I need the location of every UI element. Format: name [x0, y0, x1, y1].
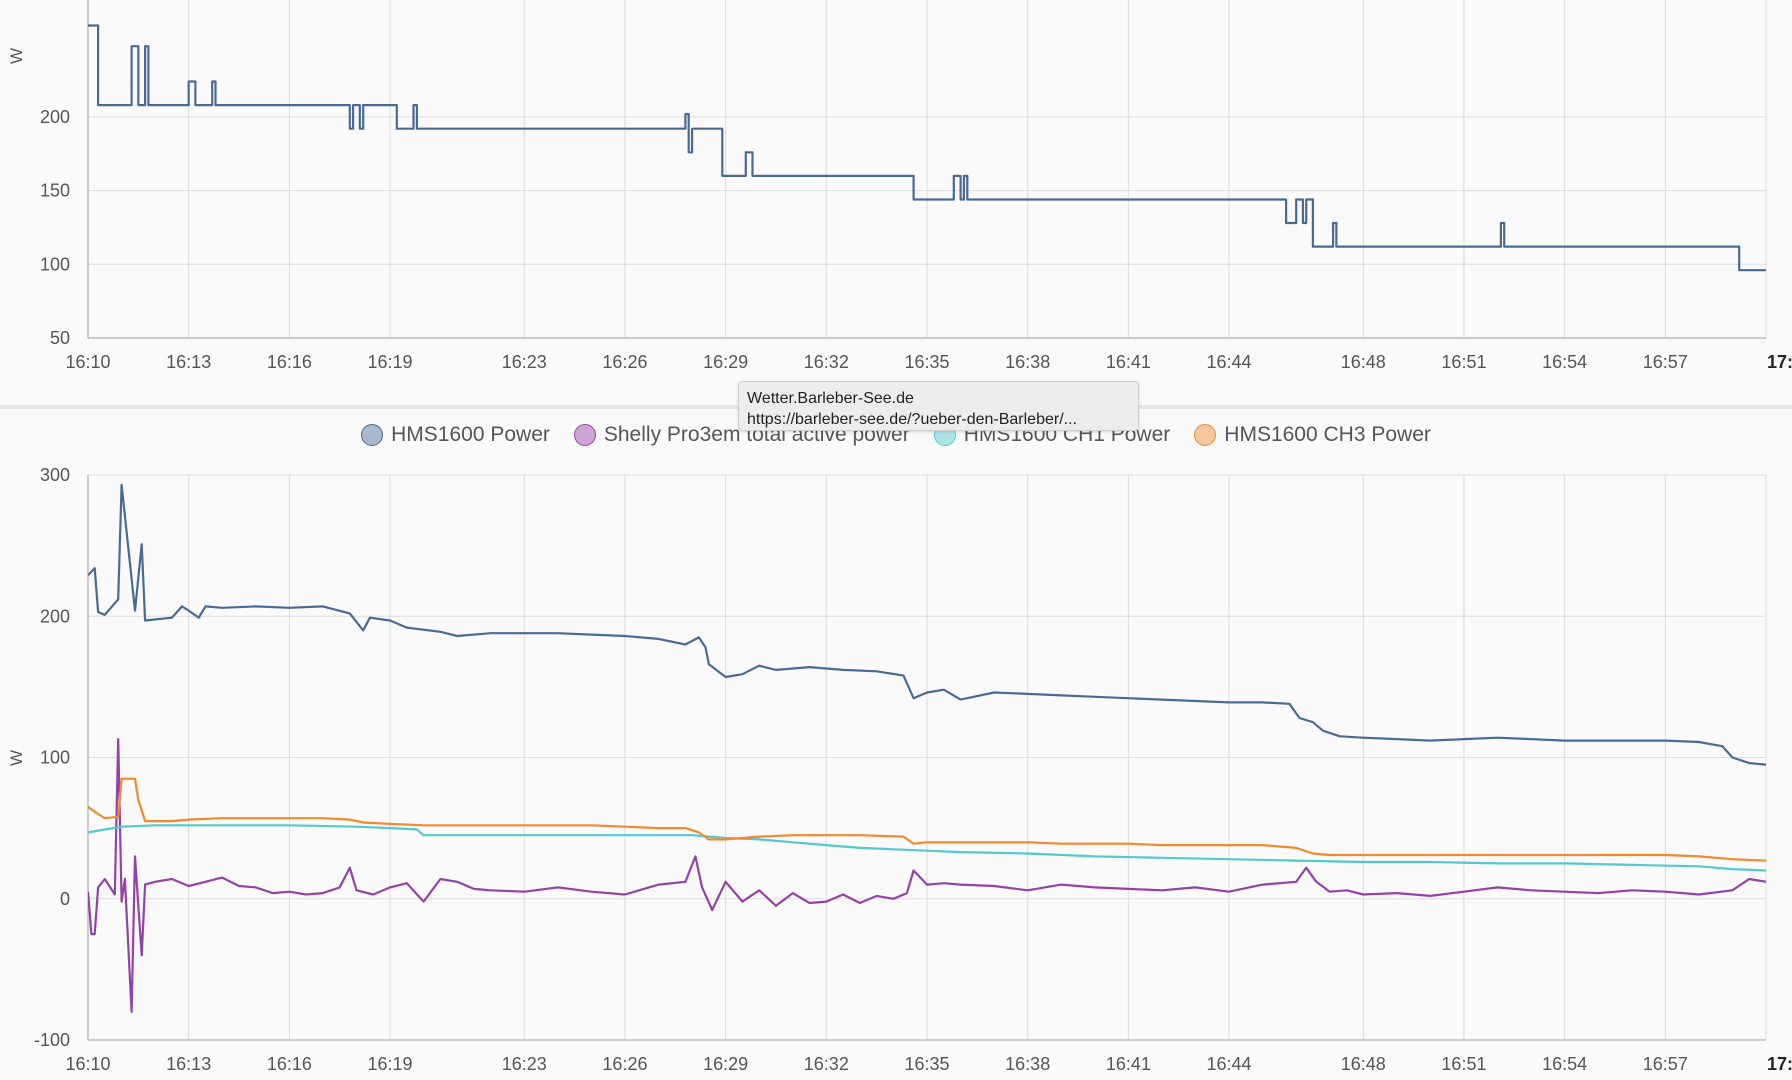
- y-tick-label: 50: [50, 328, 70, 348]
- x-tick-label: 16:26: [602, 1054, 647, 1074]
- legend-swatch-hms1600-ch3: [1194, 424, 1217, 446]
- x-tick-label: 16:32: [804, 1054, 849, 1074]
- series-line-hms1600-ch3-power[interactable]: [88, 777, 1766, 862]
- y-tick-label: 100: [40, 748, 70, 768]
- y-tick-label: 100: [40, 254, 70, 274]
- x-tick-label: 16:23: [502, 352, 547, 372]
- x-tick-label: 16:16: [267, 1054, 312, 1074]
- x-tick-label: 16:41: [1106, 1054, 1151, 1074]
- series-group: [88, 483, 1766, 1013]
- y-tick-label: 200: [40, 107, 70, 127]
- x-tick-label: 16:10: [65, 352, 110, 372]
- x-tick-label: 16:35: [904, 1054, 949, 1074]
- bottom-power-chart: 16:10 16:13 16:16 16:19 16:23 16:26 16:29 16:32…: [7, 465, 1792, 1074]
- x-tick-label: 16:57: [1643, 352, 1688, 372]
- legend-swatch-hms1600-power: [361, 424, 384, 446]
- x-tick-label: 16:23: [502, 1054, 547, 1074]
- legend-item-hms1600-power[interactable]: HMS1600 Power: [361, 423, 550, 447]
- legend-item-hms1600-ch3[interactable]: HMS1600 CH3 Power: [1194, 423, 1431, 447]
- series-line-hms1600-ch1-power[interactable]: [88, 824, 1766, 872]
- x-tick-label: 16:57: [1643, 1054, 1688, 1074]
- tooltip-title: Wetter.Barleber-See.de: [747, 390, 914, 407]
- x-tick-label: 16:48: [1341, 352, 1386, 372]
- x-tick-label: 16:35: [904, 352, 949, 372]
- x-tick-label: 16:29: [703, 352, 748, 372]
- x-tick-label: 16:10: [65, 1054, 110, 1074]
- x-tick-label: 16:51: [1441, 1054, 1486, 1074]
- y-tick-label: 200: [40, 606, 70, 626]
- x-tick-label: 16:44: [1207, 352, 1252, 372]
- series-line-hms1600-power[interactable]: [88, 483, 1766, 766]
- x-tick-label: 16:13: [166, 1054, 211, 1074]
- x-tick-label: 16:19: [368, 1054, 413, 1074]
- y-tick-label: -100: [34, 1030, 70, 1050]
- legend-label: HMS1600 CH3 Power: [1224, 423, 1431, 446]
- series-group: [88, 24, 1766, 272]
- tooltip-url: https://barleber-see.de/?ueber-den-Barle…: [747, 411, 1077, 428]
- x-tick-label: 16:32: [804, 352, 849, 372]
- x-tick-label: 16:48: [1341, 1054, 1386, 1074]
- link-tooltip: Wetter.Barleber-See.de https://barleber-…: [738, 381, 1139, 431]
- x-tick-label: 16:54: [1542, 1054, 1587, 1074]
- y-axis-label: W: [7, 48, 26, 64]
- y-tick-label: 0: [60, 889, 70, 909]
- x-tick-label: 16:16: [267, 352, 312, 372]
- legend-label: HMS1600 Power: [391, 423, 550, 446]
- x-tick-label: 16:44: [1207, 1054, 1252, 1074]
- legend-swatch-shelly-pro3em: [573, 424, 596, 446]
- x-tick-label: 16:51: [1441, 352, 1486, 372]
- x-tick-label: 16:13: [166, 352, 211, 372]
- x-tick-label: 16:38: [1005, 1054, 1050, 1074]
- x-tick-label: 16:29: [703, 1054, 748, 1074]
- series-line-hms1600-power[interactable]: [88, 24, 1766, 272]
- x-tick-label: 17:00: [1767, 352, 1792, 372]
- y-tick-label: 300: [40, 465, 70, 485]
- x-tick-label: 17:00: [1767, 1054, 1792, 1074]
- x-tick-label: 16:19: [368, 352, 413, 372]
- y-tick-label: 150: [40, 181, 70, 201]
- y-axis-label: W: [7, 750, 26, 766]
- x-tick-label: 16:26: [602, 352, 647, 372]
- top-power-chart: 16:10 16:13 16:16 16:19 16:23 16:26 16:29 16:32…: [7, 0, 1792, 372]
- x-tick-label: 16:54: [1542, 352, 1587, 372]
- series-line-shelly-pro3em-total-active-power[interactable]: [88, 738, 1766, 1013]
- x-tick-label: 16:38: [1005, 352, 1050, 372]
- x-tick-label: 16:41: [1106, 352, 1151, 372]
